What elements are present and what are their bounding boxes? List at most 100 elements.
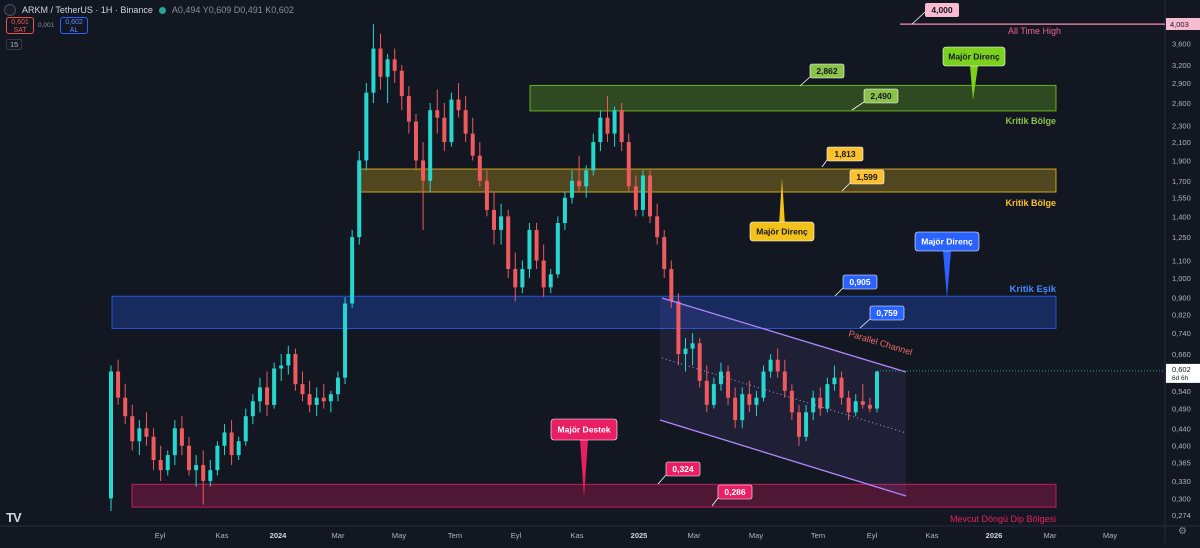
candle-body	[406, 96, 411, 122]
buy-price: 0,602	[65, 19, 83, 26]
candle-body	[172, 428, 177, 456]
red-major-support-label: Majör Destek	[558, 425, 611, 435]
buy-label: AL	[69, 27, 79, 34]
yellow-bottom-level-box	[849, 169, 885, 185]
channel-label: Parallel Channel	[847, 328, 913, 357]
candle-body	[818, 397, 823, 409]
y-tick-label: 0,300	[1172, 494, 1191, 503]
candle-body	[442, 117, 447, 143]
blue-bottom-level-box	[869, 305, 905, 321]
indicator-badge[interactable]: 15	[6, 39, 23, 50]
last-price-label: 0,602	[1172, 365, 1191, 374]
candle-body	[208, 470, 213, 481]
blue-critical-threshold-zone	[111, 295, 1057, 329]
x-tick-label: Kas	[571, 531, 584, 540]
x-tick-label: Tem	[811, 531, 825, 540]
candle-body	[449, 99, 454, 143]
candle-body	[612, 110, 617, 134]
candle-body	[690, 343, 695, 349]
channel-shading	[660, 298, 906, 496]
candle-body	[754, 397, 759, 405]
yellow-bottom-level-leader	[841, 182, 851, 192]
candle-body	[314, 397, 319, 405]
x-tick-label: Eyl	[867, 531, 878, 540]
candle-body	[733, 397, 738, 421]
red-bottom-level-value: 0,286	[724, 487, 746, 497]
candle-body	[279, 365, 284, 369]
candle-body	[782, 371, 787, 391]
red-major-support-pointer	[580, 440, 588, 498]
candle-body	[463, 110, 468, 134]
x-tick-label: 2025	[631, 531, 648, 540]
candle-body	[640, 175, 645, 210]
sell-button[interactable]: 0,601 SAT	[6, 17, 34, 34]
gear-icon[interactable]: ⚙	[1178, 526, 1187, 537]
candle-body	[534, 229, 539, 261]
candle-body	[243, 416, 248, 442]
candle-body	[768, 359, 773, 372]
candle-body	[860, 401, 865, 405]
yellow-top-level-leader	[821, 159, 828, 168]
candle-body	[116, 371, 121, 398]
candle-body	[194, 465, 199, 471]
candle-body	[796, 412, 801, 437]
yellow-major-resistance-label: Majör Direnç	[756, 227, 808, 237]
red-cycle-bottom-zone	[131, 483, 1057, 508]
candle-body	[229, 432, 234, 456]
candle-body	[527, 229, 532, 270]
blue-bottom-level-leader	[859, 318, 871, 329]
candle-body	[413, 121, 418, 161]
candle-body	[137, 428, 142, 442]
candle-body	[456, 99, 461, 111]
candle-body	[669, 269, 674, 302]
red-top-level-leader	[657, 474, 667, 485]
y-tick-label: 0,365	[1172, 458, 1191, 467]
y-tick-label: 0,330	[1172, 477, 1191, 486]
green-major-resistance-box	[942, 46, 1006, 67]
candle-body	[591, 142, 596, 171]
red-top-level-value: 0,324	[672, 464, 694, 474]
x-tick-label: Eyl	[511, 531, 522, 540]
candle-body	[726, 371, 731, 398]
sell-label: SAT	[13, 27, 27, 34]
candle-body	[222, 432, 227, 446]
buy-button[interactable]: 0,602 AL	[60, 17, 88, 34]
candle-body	[293, 354, 298, 385]
y-tick-label: 0,540	[1172, 387, 1191, 396]
candle-body	[300, 384, 305, 395]
candle-body	[789, 390, 794, 413]
candle-body	[265, 387, 270, 405]
candle-body	[839, 377, 844, 398]
candle-body	[201, 465, 206, 481]
y-tick-label: 1,700	[1172, 177, 1191, 186]
x-tick-label: Mar	[1044, 531, 1057, 540]
y-tick-label: 1,250	[1172, 233, 1191, 242]
candle-body	[541, 260, 546, 288]
candle-body	[520, 269, 525, 288]
green-bottom-level-box	[863, 88, 899, 104]
candle-body	[158, 460, 163, 471]
candle-body	[421, 160, 426, 181]
candle-body	[272, 368, 277, 405]
red-bottom-level-leader	[711, 497, 719, 507]
blue-major-resistance-label: Majör Direnç	[921, 237, 973, 247]
last-price-countdown: 6d 6h	[1172, 375, 1189, 382]
yellow-top-level-box	[826, 146, 864, 162]
green-bottom-level-value: 2,490	[870, 91, 892, 101]
blue-bottom-level-value: 0,759	[876, 308, 898, 318]
ohlc-values: A0,494 Y0,609 D0,491 K0,602	[171, 5, 294, 15]
candle-body	[577, 180, 582, 187]
candle-body	[385, 59, 390, 77]
blue-top-level-box	[842, 274, 878, 290]
channel-upper-line	[661, 297, 907, 373]
candle-body	[761, 371, 766, 398]
candle-body	[321, 397, 326, 402]
x-tick-label: Kas	[926, 531, 939, 540]
red-major-support-box	[550, 418, 618, 441]
ath-callout-leader	[911, 11, 926, 25]
candle-body	[711, 384, 716, 405]
ath-callout-value: 4,000	[931, 5, 953, 15]
symbol-title[interactable]: ARKM / TetherUS · 1H · Binance	[22, 5, 153, 15]
